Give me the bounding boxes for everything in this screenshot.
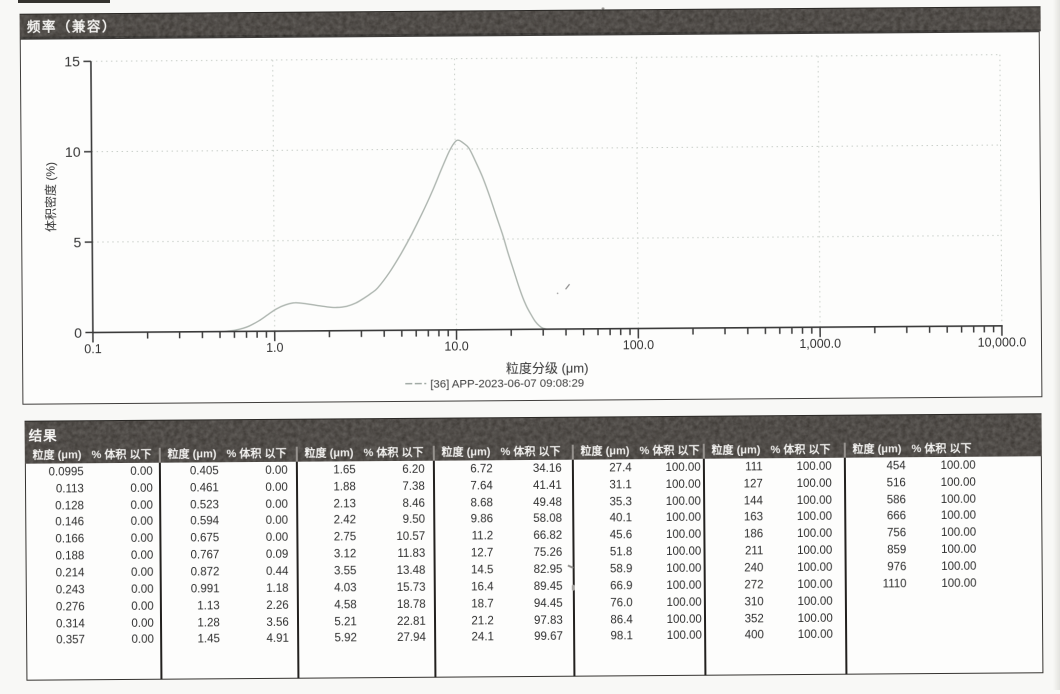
svg-text:1,000.0: 1,000.0 [799, 336, 841, 350]
svg-text:100.0: 100.0 [623, 337, 654, 351]
svg-text:0.1: 0.1 [84, 341, 102, 355]
svg-text:5: 5 [73, 234, 81, 250]
svg-text:10,000.0: 10,000.0 [978, 335, 1027, 349]
svg-text:10: 10 [65, 143, 81, 159]
svg-text:1.0: 1.0 [266, 340, 284, 354]
svg-text:[36] APP-2023-06-07 09:08:29: [36] APP-2023-06-07 09:08:29 [430, 377, 584, 390]
svg-text:粒度分级 (μm): 粒度分级 (μm) [506, 360, 589, 376]
svg-text:15: 15 [64, 53, 80, 69]
svg-text:0: 0 [74, 324, 82, 340]
svg-text:10.0: 10.0 [444, 339, 468, 353]
svg-text:体积密度 (%): 体积密度 (%) [43, 161, 59, 231]
